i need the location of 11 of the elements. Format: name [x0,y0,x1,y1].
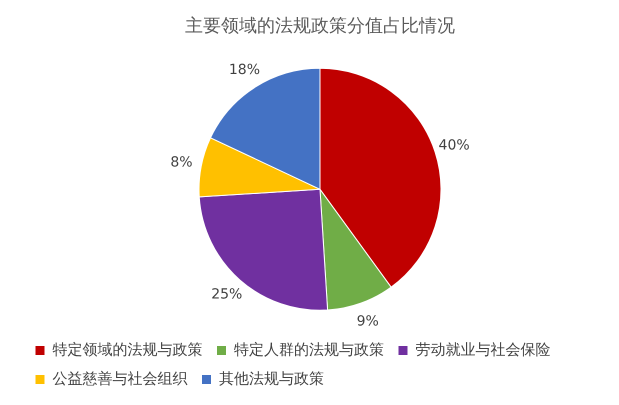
chart-title: 主要领域的法规政策分值占比情况 [185,15,455,36]
data-label: 9% [356,314,379,330]
data-label: 25% [211,286,242,303]
legend-label: 特定领域的法规与政策 [52,340,202,358]
legend-label: 特定人群的法规与政策 [234,340,384,358]
data-label: 18% [228,62,260,78]
data-label: 8% [170,154,193,171]
legend-label: 其他法规与政策 [219,369,324,388]
legend-label: 劳动就业与社会保险 [416,340,550,358]
data-label: 40% [438,137,470,154]
legend-label: 公益慈善与社会组织 [52,369,188,388]
